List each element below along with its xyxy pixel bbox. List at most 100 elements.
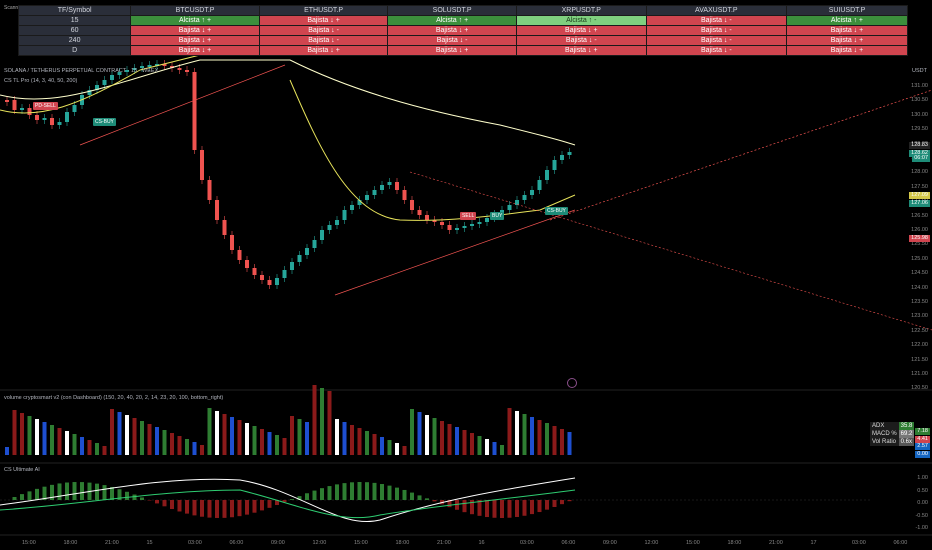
screener-cell: Bajista ↓ + [387, 25, 517, 36]
volume-bar [57, 428, 62, 455]
osc-bar [50, 484, 54, 500]
candle [230, 235, 234, 250]
price-tag: 127.09 [909, 192, 930, 199]
osc-bar [342, 483, 347, 500]
indicator-title[interactable]: CS TL Pro (14, 3, 40, 50, 200) [4, 78, 78, 84]
volume-bar [357, 428, 362, 455]
price-tick: 127.50 [911, 183, 928, 190]
time-tick: 06:00 [893, 540, 908, 546]
screener-cell: Bajista ↓ + [785, 45, 909, 56]
volume-bar [320, 388, 324, 455]
price-tag: 125.98 [909, 235, 930, 242]
time-tick: 18:00 [395, 540, 410, 546]
symbol-title[interactable]: SOLANA / TETHERUS PERPETUAL CONTRACT · 1… [4, 68, 159, 74]
candle [485, 218, 489, 222]
volume-bar [42, 422, 47, 455]
screener-header-cell: SOLUSDT.P [387, 5, 517, 16]
volume-bar [522, 414, 527, 455]
volume-bar [417, 412, 422, 455]
candle [507, 205, 512, 210]
candle [290, 262, 294, 270]
time-tick: 06:00 [561, 540, 576, 546]
price-tag: 06:07 [912, 155, 930, 162]
volume-bar [552, 426, 557, 455]
signal-label: CS-BUY [93, 118, 116, 126]
candle [395, 182, 399, 190]
candle [530, 190, 534, 195]
candle [170, 66, 174, 68]
candle [57, 122, 62, 125]
volume-bar [500, 445, 504, 455]
candle [522, 195, 527, 200]
candle [222, 220, 227, 235]
osc-bar [192, 500, 197, 516]
volume-tag: 7.18 [915, 428, 930, 435]
alert-icon[interactable] [567, 378, 577, 388]
candle [125, 70, 129, 72]
screener-cell: Bajista ↓ + [387, 45, 517, 56]
price-tick: 130.00 [911, 111, 928, 118]
osc-bar [42, 486, 47, 500]
candle [327, 225, 332, 230]
screener-cell: Bajista ↓ + [258, 45, 389, 56]
time-tick: 18:00 [727, 540, 742, 546]
osc-bar [237, 500, 242, 517]
volume-bar [215, 411, 219, 455]
osc-bar [282, 500, 287, 503]
time-tick: 21:00 [437, 540, 451, 546]
volume-bar [350, 425, 354, 455]
screener-cell: Bajista ↓ + [515, 45, 647, 56]
candle [65, 112, 69, 122]
price-tick: 129.50 [911, 126, 928, 133]
volume-bar [477, 436, 482, 455]
time-tick: 15:00 [686, 540, 700, 546]
volume-bar [50, 425, 54, 455]
price-tick: 121.50 [911, 356, 928, 363]
osc-bar [387, 485, 392, 500]
candle [12, 100, 17, 110]
volume-bar [20, 413, 24, 455]
ema-slow-line [0, 59, 576, 146]
volume-pane-title[interactable]: volume cryptosmart v2 (con Dashboard) (1… [4, 395, 224, 401]
candle [282, 270, 287, 278]
candle [177, 68, 182, 70]
volume-bar [260, 429, 264, 455]
osc-bar [470, 500, 474, 515]
osc-signal-line [0, 489, 576, 519]
osc-bar [432, 500, 437, 502]
screener-cell: Bajista ↓ + [785, 25, 909, 36]
time-tick: 21:00 [769, 540, 783, 546]
candle [470, 224, 474, 226]
osc-bar [162, 500, 167, 507]
osc-bar [335, 484, 339, 500]
screener-timeframe: 15 [17, 15, 132, 26]
time-tick: 12:00 [312, 540, 327, 546]
volume-bar [65, 431, 69, 455]
candle [147, 65, 152, 67]
candle [50, 118, 54, 125]
volume-bar [5, 447, 9, 455]
screener-timeframe: 240 [17, 35, 132, 46]
candle [350, 205, 354, 210]
osc-bar [545, 500, 549, 510]
candle [35, 115, 39, 120]
candle [155, 64, 159, 66]
volume-bar [312, 385, 317, 455]
screener-row: D Bajista ↓ + Bajista ↓ + Bajista ↓ + Bajist… [17, 45, 909, 56]
volume-bar [177, 436, 182, 455]
candle [27, 108, 32, 115]
candle [297, 255, 302, 262]
osc-bar [275, 500, 279, 506]
volume-bar [95, 443, 99, 455]
candle [567, 152, 572, 155]
candle [237, 250, 242, 260]
dashboard-value: 69.2 [898, 430, 915, 438]
osc-pane-title[interactable]: CS Ultimate AI [4, 467, 40, 473]
candle [380, 185, 384, 190]
price-tick: 123.00 [911, 313, 928, 320]
candle [462, 226, 467, 228]
candle [87, 90, 92, 95]
osc-bar [177, 500, 182, 512]
volume-bar [455, 427, 459, 455]
